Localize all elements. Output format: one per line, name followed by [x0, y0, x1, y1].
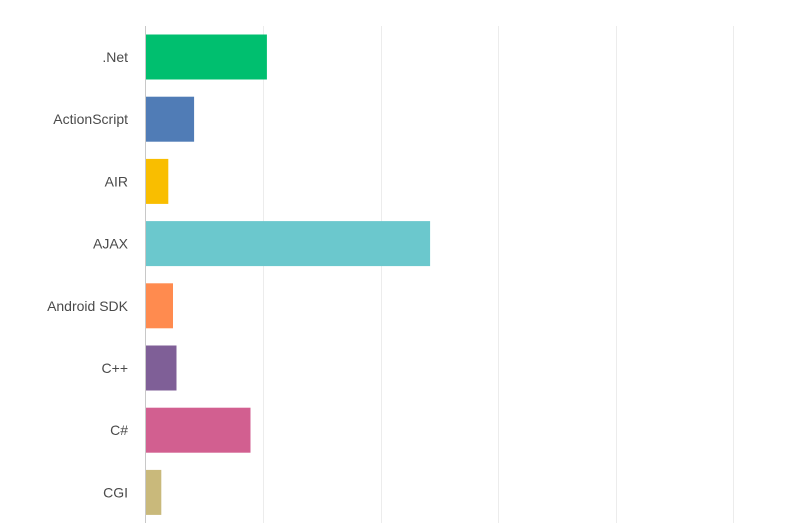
- category-label-csharp: C#: [110, 422, 128, 438]
- category-label-android-sdk: Android SDK: [47, 298, 129, 314]
- bar-android-sdk[interactable]: [146, 283, 173, 329]
- bar-cgi[interactable]: [146, 469, 162, 515]
- bar-ajax[interactable]: [146, 221, 431, 267]
- bar-air[interactable]: [146, 158, 169, 204]
- category-label-cplusplus: C++: [102, 360, 128, 376]
- bar-csharp[interactable]: [146, 407, 251, 453]
- category-label-ajax: AJAX: [93, 236, 129, 252]
- bar-net[interactable]: [146, 34, 267, 80]
- category-label-cgi: CGI: [103, 484, 128, 500]
- bar-actionscript[interactable]: [146, 96, 195, 142]
- grid-layer: [263, 26, 734, 523]
- category-label-net: .Net: [102, 49, 128, 65]
- category-label-air: AIR: [105, 173, 128, 189]
- bar-cplusplus[interactable]: [146, 345, 177, 391]
- category-label-actionscript: ActionScript: [53, 111, 128, 127]
- category-labels: .Net ActionScript AIR AJAX Android SDK C++ C# C…: [47, 49, 129, 500]
- bars-layer: [146, 34, 431, 515]
